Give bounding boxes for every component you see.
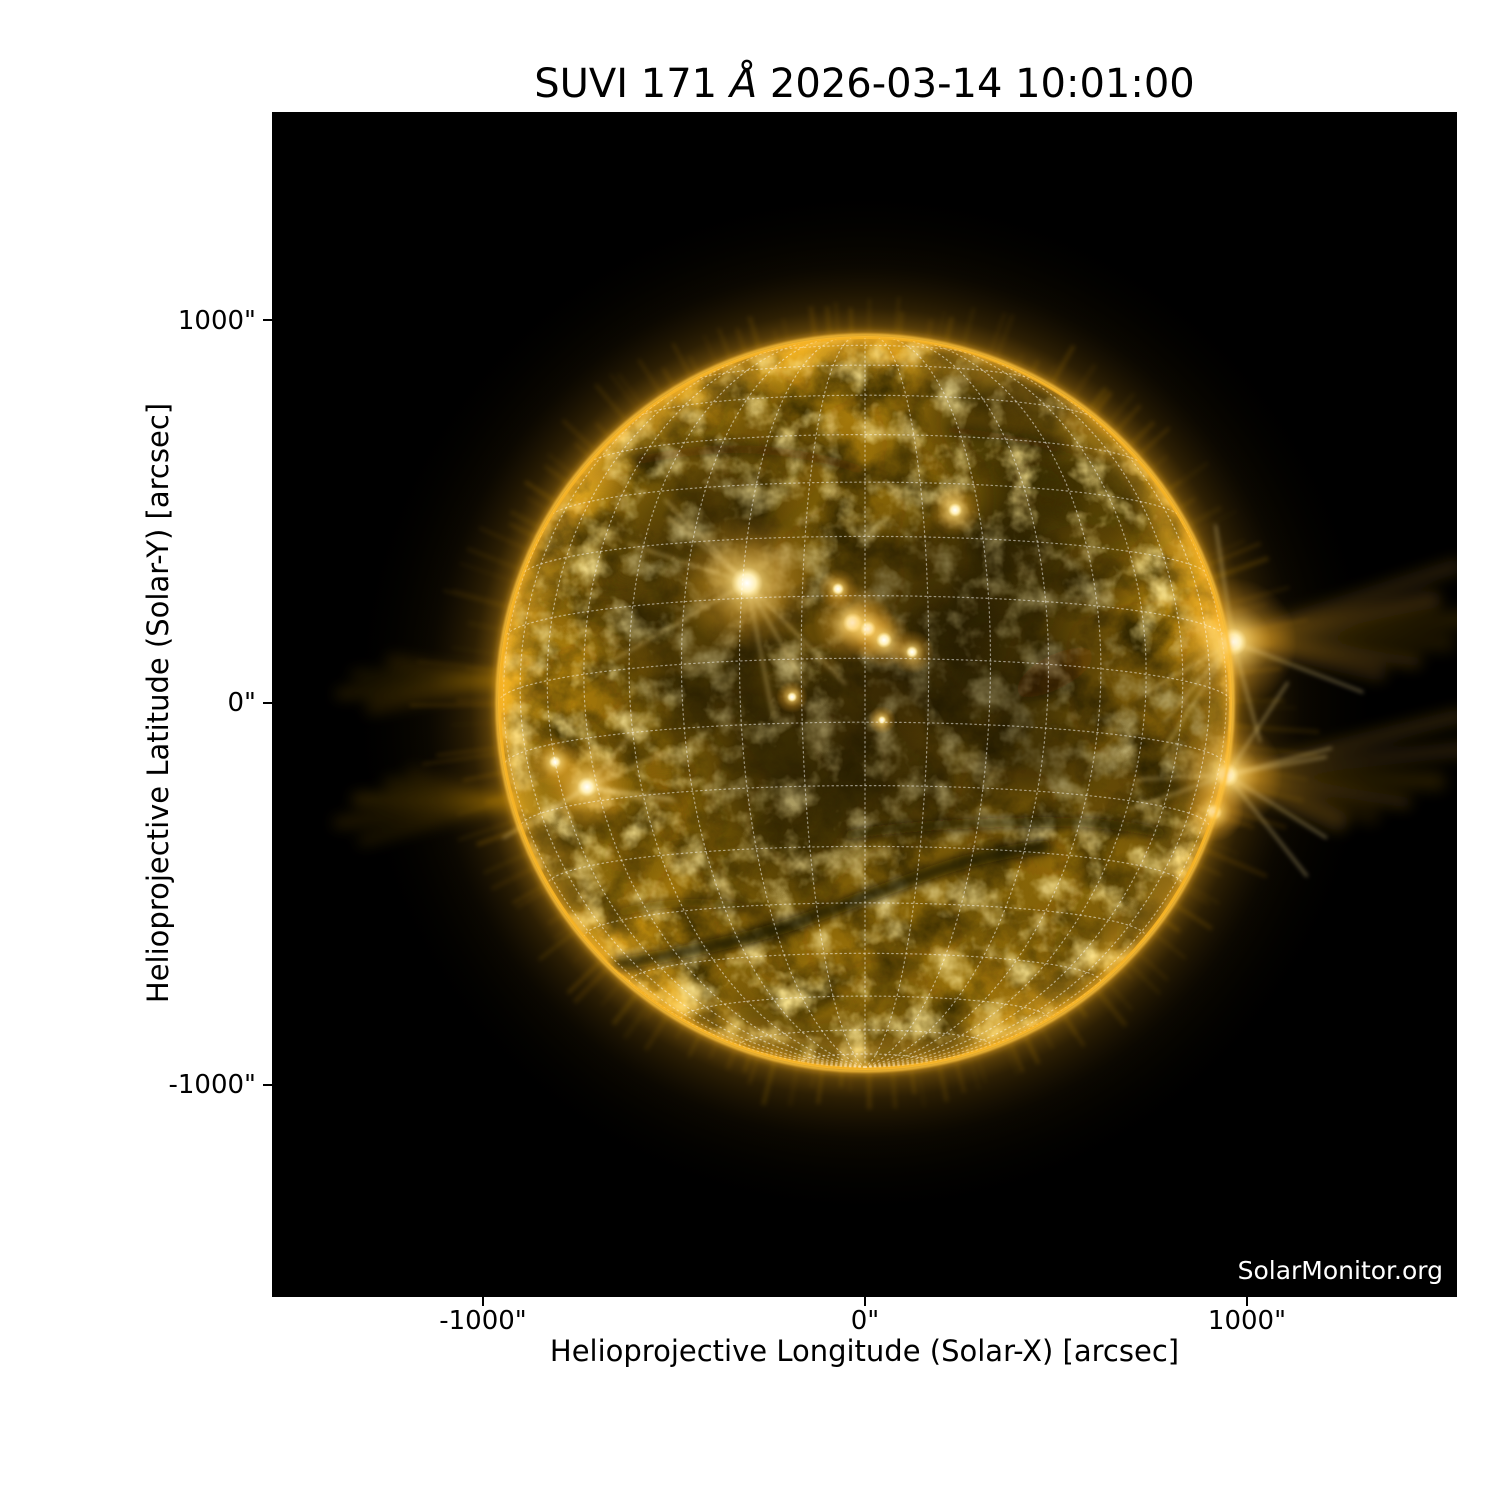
y-tick-mark — [263, 319, 272, 321]
limb-rim-soft — [494, 332, 1236, 1074]
x-tick-label: -1000" — [439, 1306, 527, 1336]
y-tick-mark — [263, 1084, 272, 1086]
x-tick-label: 0" — [850, 1306, 880, 1336]
watermark: SolarMonitor.org — [1237, 1256, 1443, 1285]
solar-image — [333, 183, 1457, 1223]
limb-rim — [495, 333, 1235, 1073]
x-tick-mark — [482, 1297, 484, 1306]
x-axis-label: Helioprojective Longitude (Solar-X) [arc… — [549, 1334, 1180, 1368]
title-angstrom-symbol: Å — [729, 61, 758, 107]
x-tick-label: 1000" — [1207, 1306, 1287, 1336]
y-tick-label: -1000" — [168, 1070, 256, 1100]
title-datetime: 2026-03-14 10:01:00 — [757, 61, 1195, 107]
title-instrument: SUVI 171 — [534, 61, 730, 107]
x-tick-mark — [1246, 1297, 1248, 1306]
y-tick-mark — [263, 702, 272, 704]
heliographic-grid-overlay — [500, 338, 1230, 1068]
plot-title: SUVI 171 Å 2026-03-14 10:01:00 — [272, 60, 1457, 108]
y-tick-label: 0" — [227, 688, 256, 718]
filament-channels — [608, 426, 1165, 972]
plot-area: SolarMonitor.org — [272, 112, 1457, 1297]
x-tick-mark — [864, 1297, 866, 1306]
y-tick-label: 1000" — [177, 306, 256, 336]
